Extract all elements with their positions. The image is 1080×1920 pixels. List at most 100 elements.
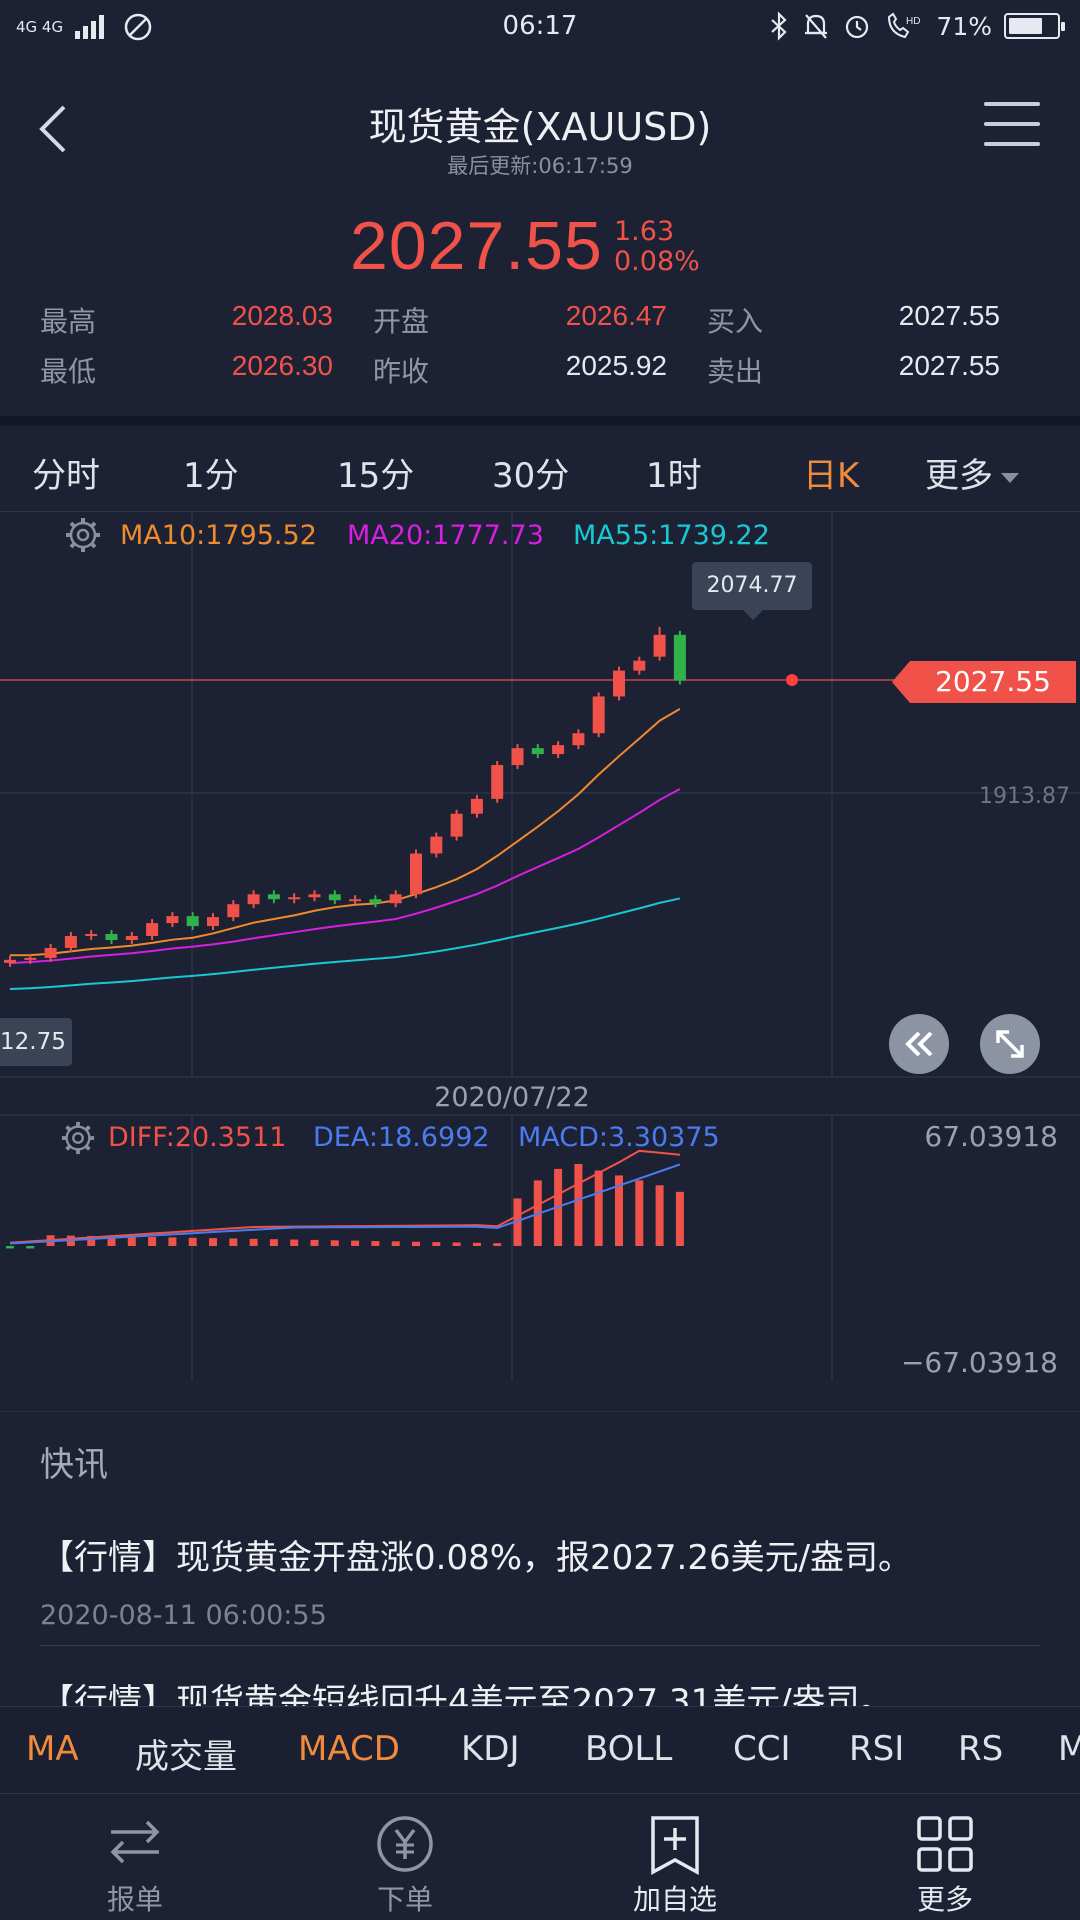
tab-daily[interactable]: 日K [803, 456, 860, 496]
candle-body [410, 853, 422, 895]
ask-label: 卖出 [707, 355, 764, 388]
candle-body [531, 748, 544, 755]
open-value: 2026.47 [565, 300, 667, 331]
news-item-text[interactable]: 【行情】现货黄金开盘涨0.08%，报2027.26美元/盎司。 [40, 1538, 913, 1578]
nav-place-order-label: 下单 [376, 1883, 433, 1916]
macd-bar [371, 1241, 380, 1246]
indicator-ma[interactable]: MA [26, 1729, 79, 1769]
price-change: 1.63 0.08% [614, 217, 700, 277]
current-point-dot [786, 674, 798, 686]
status-bar: 4G 4G 06:17 HD 71% [0, 0, 1080, 54]
indicator-kdj[interactable]: KDJ [461, 1729, 520, 1769]
macd-bar [249, 1238, 258, 1246]
candle-body [389, 894, 402, 904]
nav-more[interactable]: 更多 [810, 1794, 1080, 1920]
ma55-line [9, 897, 681, 990]
news-item-time: 2020-08-11 06:00:55 [40, 1600, 327, 1631]
dea-line [9, 1163, 681, 1245]
candle-body [572, 733, 585, 746]
indicator-volume[interactable]: 成交量 [135, 1737, 237, 1777]
ma20-line [9, 788, 681, 965]
candle-body [511, 748, 524, 766]
settings-gear-icon[interactable] [64, 516, 102, 554]
alarm-icon [846, 15, 869, 39]
candle-body [613, 670, 625, 697]
indicator-macd[interactable]: MACD [298, 1729, 400, 1769]
mute-bell-icon [805, 14, 828, 39]
battery-icon [1004, 13, 1065, 39]
candle-body [470, 798, 483, 814]
bid-value: 2027.55 [898, 300, 1000, 331]
high-marker-tooltip: 2074.77 [692, 562, 812, 620]
candle-body [673, 634, 686, 681]
tab-timeshare[interactable]: 分时 [32, 456, 100, 496]
tab-30min[interactable]: 30分 [492, 456, 570, 496]
candle-body [207, 917, 219, 927]
macd-bar [655, 1185, 664, 1246]
macd-bar [432, 1242, 441, 1246]
nav-orders-label: 报单 [106, 1883, 163, 1916]
indicator-rsi[interactable]: RSI [849, 1729, 905, 1769]
candle-body [328, 894, 341, 901]
candle-body [227, 904, 240, 918]
macd-bar [229, 1238, 238, 1246]
scroll-back-button[interactable] [889, 1014, 949, 1074]
bluetooth-icon [771, 11, 788, 41]
macd-bar [26, 1246, 35, 1249]
macd-bar [615, 1175, 623, 1246]
prev-close-value: 2025.92 [565, 350, 667, 381]
macd-bar [127, 1236, 136, 1246]
current-price: 2027.55 [350, 208, 603, 284]
macd-min-label: −67.03918 [901, 1346, 1058, 1379]
candle-body [430, 836, 443, 854]
tab-1min[interactable]: 1分 [183, 456, 239, 496]
tab-more[interactable]: 更多 [925, 448, 1019, 497]
fullscreen-button[interactable] [980, 1014, 1040, 1074]
tab-1hour[interactable]: 1时 [646, 456, 702, 496]
macd-bar [513, 1198, 522, 1246]
swap-arrows-icon [110, 1820, 160, 1864]
candle-body [267, 894, 280, 900]
last-update: 最后更新:06:17:59 [447, 154, 633, 178]
indicator-rs[interactable]: RS [958, 1729, 1004, 1769]
macd-bar [351, 1240, 360, 1246]
menu-button[interactable] [984, 102, 1040, 148]
macd-bar [574, 1163, 583, 1246]
macd-settings-gear-icon[interactable] [60, 1120, 96, 1156]
low-label: 最低 [40, 355, 97, 388]
news-divider [40, 1645, 1040, 1646]
candle-body [4, 959, 16, 963]
back-button[interactable] [30, 99, 80, 159]
no-sim-icon [124, 13, 152, 41]
grid-icon [917, 1816, 973, 1872]
macd-max-label: 67.03918 [924, 1120, 1058, 1153]
diff-line [9, 1149, 680, 1244]
nav-place-order[interactable]: 下单 [270, 1794, 540, 1920]
macd-legend: MACD:3.30375 [518, 1122, 720, 1153]
yuan-coin-icon [377, 1816, 433, 1872]
indicator-boll[interactable]: BOLL [585, 1729, 673, 1769]
candle-body [653, 634, 666, 657]
macd-bar [452, 1242, 461, 1246]
nav-add-watchlist[interactable]: 加自选 [540, 1794, 810, 1920]
indicator-cci[interactable]: CCI [733, 1729, 791, 1769]
diff-legend: DIFF:20.3511 [108, 1122, 287, 1153]
candle-body [105, 934, 118, 940]
candle-body [491, 765, 504, 799]
candlesticks [4, 626, 686, 967]
network-indicator: 4G 4G [16, 18, 64, 36]
tab-15min[interactable]: 15分 [337, 456, 415, 496]
indicator-bar: MA 成交量 MACD KDJ BOLL CCI RSI RS M [0, 1706, 1080, 1794]
change-value: 1.63 [614, 216, 675, 247]
candle-body [349, 899, 362, 902]
header: 现货黄金(XAUUSD) 最后更新:06:17:59 [0, 54, 1080, 184]
candle-body [369, 899, 382, 904]
macd-bar [107, 1236, 116, 1246]
candle-body [552, 745, 565, 755]
macd-bar [168, 1237, 177, 1246]
kline-chart[interactable]: 2020/07/22 1913.87 67.03918 −67.03918 [0, 512, 1080, 1412]
indicator-m[interactable]: M [1058, 1729, 1080, 1769]
nav-orders[interactable]: 报单 [0, 1794, 270, 1920]
high-value: 2028.03 [231, 300, 333, 331]
macd-bar [310, 1239, 319, 1246]
